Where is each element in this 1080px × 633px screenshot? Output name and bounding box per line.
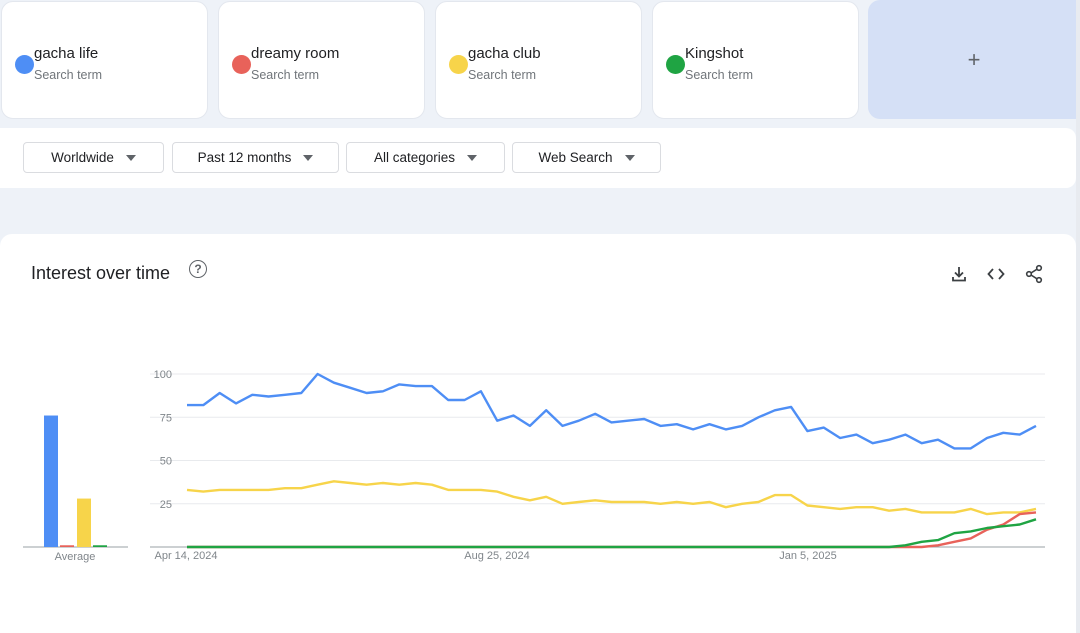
term-color-dot (15, 55, 34, 74)
y-tick-label: 50 (160, 456, 172, 468)
category-label: All categories (373, 150, 456, 165)
average-bar-kingshot (93, 545, 107, 547)
term-card-kingshot[interactable]: Kingshot Search term (652, 1, 859, 119)
caret-down-icon (125, 154, 136, 161)
x-tick-label: Jan 5, 2025 (779, 550, 837, 562)
term-type-label: Search term (251, 68, 320, 82)
term-name[interactable]: dreamy room (251, 45, 340, 62)
region-label: Worldwide (51, 150, 114, 165)
term-card-dreamy-room[interactable]: dreamy room Search term (218, 1, 425, 119)
term-color-dot (449, 55, 468, 74)
series-line-gacha-club (186, 480, 1037, 516)
y-tick-label: 25 (160, 499, 172, 511)
caret-down-icon (467, 154, 478, 161)
filter-bar: Worldwide Past 12 months All categories … (0, 128, 1076, 188)
average-bar-dreamy-room (60, 545, 74, 547)
term-type-label: Search term (34, 68, 103, 82)
panel-title: Interest over time (31, 263, 171, 283)
window-edge (1076, 0, 1080, 633)
caret-down-icon (303, 154, 314, 161)
search-type-label: Web Search (538, 150, 613, 165)
average-label: Average (55, 551, 96, 563)
term-card-gacha-club[interactable]: gacha club Search term (435, 1, 642, 119)
embed-code-icon[interactable] (986, 264, 1006, 284)
add-comparison-button[interactable]: + (868, 0, 1080, 119)
x-tick-label: Aug 25, 2024 (464, 550, 529, 562)
average-bar-gacha-life (44, 415, 58, 547)
y-tick-label: 75 (160, 412, 172, 424)
region-dropdown[interactable]: Worldwide (23, 142, 164, 173)
x-tick-label: Apr 14, 2024 (155, 550, 218, 562)
term-name[interactable]: gacha life (34, 45, 99, 62)
interest-chart: 25 50 75 100 Apr 14, 2024 Aug 25, 2024 Jan 5, … (23, 369, 1045, 563)
time-range-dropdown[interactable]: Past 12 months (172, 142, 339, 173)
plus-icon: + (967, 46, 981, 72)
help-circle-icon[interactable]: ? (189, 260, 207, 278)
search-type-dropdown[interactable]: Web Search (512, 142, 661, 173)
time-range-label: Past 12 months (197, 150, 292, 165)
share-icon[interactable] (1024, 264, 1044, 284)
term-color-dot (666, 55, 685, 74)
term-name[interactable]: Kingshot (685, 45, 744, 62)
series-line-gacha-life (187, 372, 1037, 450)
average-bar-gacha-club (77, 498, 91, 547)
y-tick-label: 100 (154, 369, 172, 381)
series-line-kingshot (187, 518, 1037, 549)
category-dropdown[interactable]: All categories (346, 142, 505, 173)
term-type-label: Search term (685, 68, 754, 82)
caret-down-icon (624, 154, 635, 161)
download-icon[interactable] (949, 264, 969, 284)
term-card-gacha-life[interactable]: gacha life Search term (1, 1, 208, 119)
term-color-dot (232, 55, 251, 74)
series-line-dreamy-room (187, 511, 1037, 549)
term-type-label: Search term (468, 68, 537, 82)
term-name[interactable]: gacha club (468, 45, 541, 62)
interest-over-time-panel: Interest over time ? 25 50 75 100 Apr 14, 20… (0, 234, 1076, 633)
